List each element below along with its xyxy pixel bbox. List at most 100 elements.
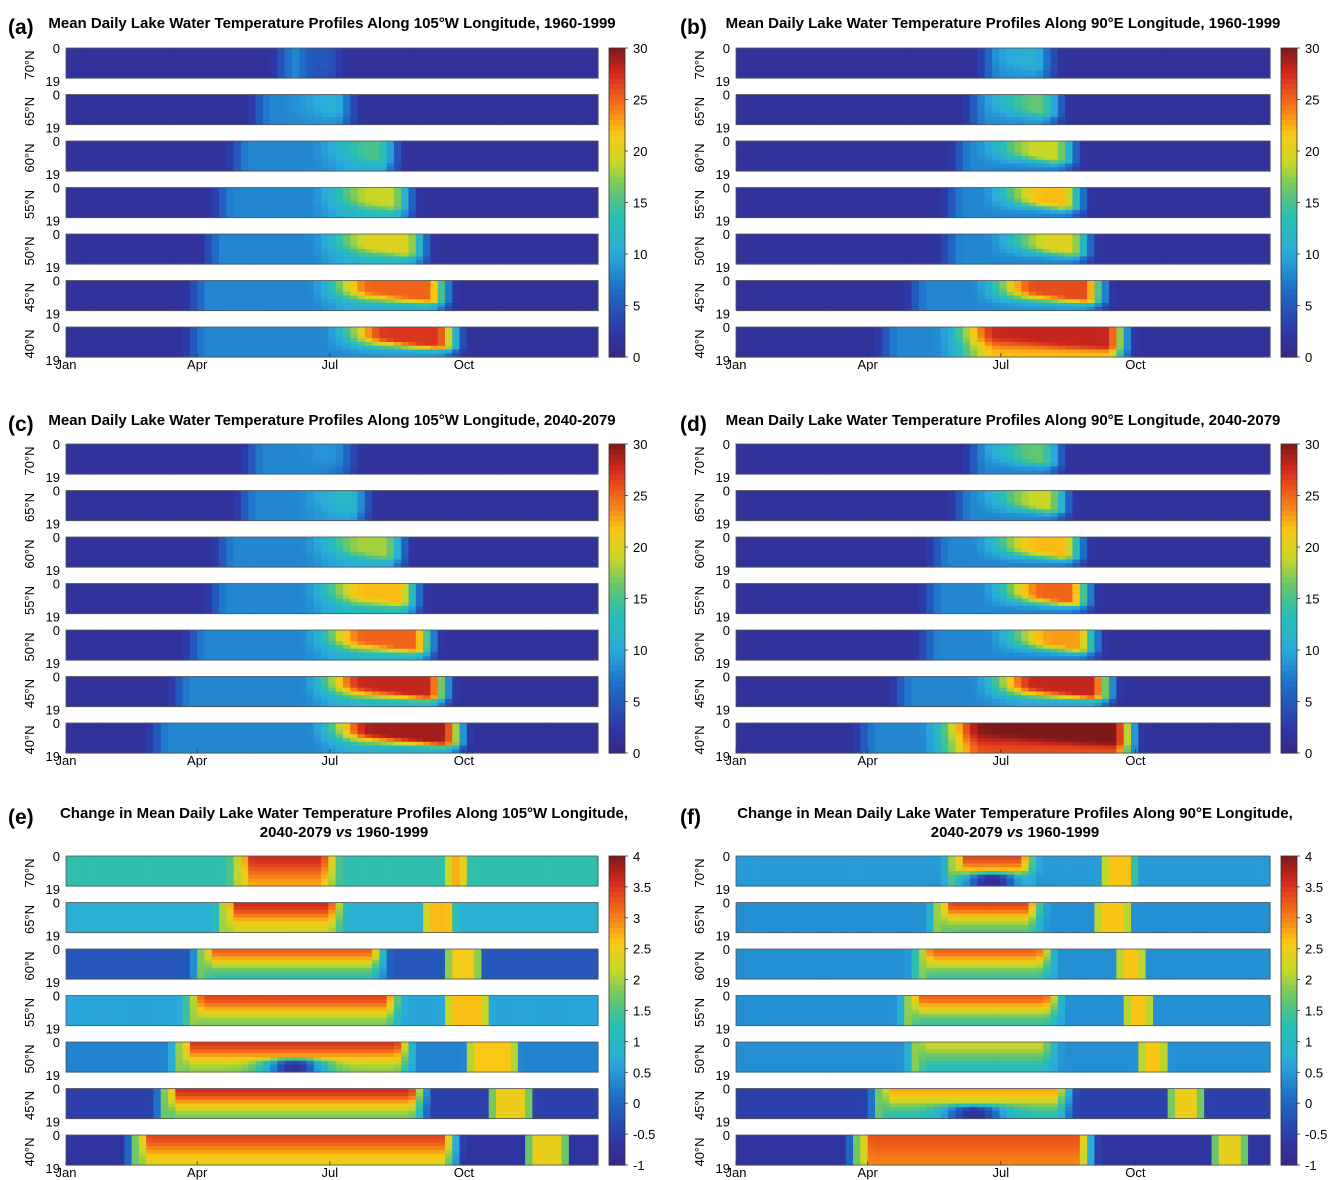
heat-cell	[525, 245, 533, 249]
heat-cell	[1153, 59, 1161, 63]
heat-cell	[904, 48, 912, 52]
heat-cell	[270, 102, 278, 106]
heat-cell	[248, 71, 256, 75]
heat-cell	[802, 71, 810, 75]
heat-cell	[73, 145, 81, 149]
heat-cell	[285, 110, 293, 114]
heat-cell	[226, 152, 234, 156]
heat-cell	[146, 257, 154, 261]
heat-cell	[882, 56, 890, 60]
heat-cell	[292, 346, 300, 350]
heat-cell	[212, 98, 220, 102]
heat-cell	[394, 338, 402, 342]
heat-cell	[234, 342, 242, 346]
heat-cell	[285, 152, 293, 156]
heat-cell	[547, 71, 555, 75]
heat-cell	[576, 288, 584, 292]
heat-cell	[161, 245, 169, 249]
heat-cell	[423, 342, 431, 346]
heat-cell	[263, 210, 271, 214]
heat-cell	[110, 110, 118, 114]
heat-cell	[409, 206, 417, 210]
heat-cell	[212, 152, 220, 156]
heat-cell	[912, 67, 920, 71]
heat-cell	[270, 342, 278, 346]
heat-cell	[481, 338, 489, 342]
heat-cell	[175, 160, 183, 164]
heat-cell	[379, 249, 387, 253]
heat-cell	[328, 342, 336, 346]
heat-cell	[1029, 48, 1037, 52]
heat-cell	[248, 331, 256, 335]
heat-cell	[306, 206, 314, 210]
heat-cell	[977, 95, 985, 99]
heat-cell	[132, 292, 140, 296]
heat-cell	[743, 56, 751, 60]
heat-cell	[452, 284, 460, 288]
heat-cell	[234, 48, 242, 52]
heat-cell	[226, 102, 234, 106]
heat-cell	[562, 141, 570, 145]
heat-cell	[1219, 56, 1227, 60]
heat-cell	[809, 63, 817, 67]
heat-cell	[496, 141, 504, 145]
heat-cell	[139, 350, 147, 354]
heat-cell	[423, 117, 431, 121]
heat-cell	[314, 245, 322, 249]
heat-cell	[481, 284, 489, 288]
heat-cell	[139, 67, 147, 71]
heat-cell	[511, 203, 519, 207]
heat-cell	[263, 257, 271, 261]
heat-cell	[409, 257, 417, 261]
heat-cell	[285, 71, 293, 75]
heat-cell	[467, 257, 475, 261]
panel-label: (a)	[8, 16, 34, 39]
heat-cell	[540, 342, 548, 346]
heat-cell	[372, 71, 380, 75]
heat-cell	[336, 284, 344, 288]
heat-cell	[1175, 56, 1183, 60]
heat-cell	[554, 63, 562, 67]
heat-cell	[241, 102, 249, 106]
heat-cell	[204, 160, 212, 164]
heat-cell	[518, 113, 526, 117]
heat-cell	[751, 52, 759, 56]
heat-cell	[1204, 48, 1212, 52]
heat-cell	[102, 102, 110, 106]
heat-cell	[306, 113, 314, 117]
heat-cell	[212, 164, 220, 168]
heat-cell	[562, 338, 570, 342]
heat-cell	[1248, 71, 1256, 75]
heat-cell	[124, 149, 132, 153]
heat-cell	[241, 156, 249, 160]
heat-cell	[328, 95, 336, 99]
heat-cell	[430, 95, 438, 99]
heat-cell	[460, 98, 468, 102]
heat-cell	[226, 52, 234, 56]
heat-cell	[153, 160, 161, 164]
heat-cell	[365, 67, 373, 71]
heat-cell	[430, 113, 438, 117]
heat-cell	[204, 350, 212, 354]
heat-cell	[314, 188, 322, 192]
heat-cell	[489, 110, 497, 114]
latitude-label: 70°N	[692, 50, 707, 79]
heat-cell	[358, 63, 366, 67]
heat-cell	[336, 110, 344, 114]
heat-cell	[336, 199, 344, 203]
heat-cell	[321, 338, 329, 342]
heat-cell	[532, 296, 540, 300]
heat-cell	[919, 63, 927, 67]
heat-cell	[102, 284, 110, 288]
heat-cell	[445, 141, 453, 145]
heat-cell	[438, 299, 446, 303]
heat-cell	[1175, 98, 1183, 102]
heat-cell	[736, 102, 744, 106]
heat-cell	[430, 338, 438, 342]
heat-cell	[88, 296, 96, 300]
heat-cell	[1138, 71, 1146, 75]
heat-cell	[314, 331, 322, 335]
heat-cell	[540, 141, 548, 145]
heat-cell	[277, 156, 285, 160]
colorbar-segment	[609, 130, 625, 136]
